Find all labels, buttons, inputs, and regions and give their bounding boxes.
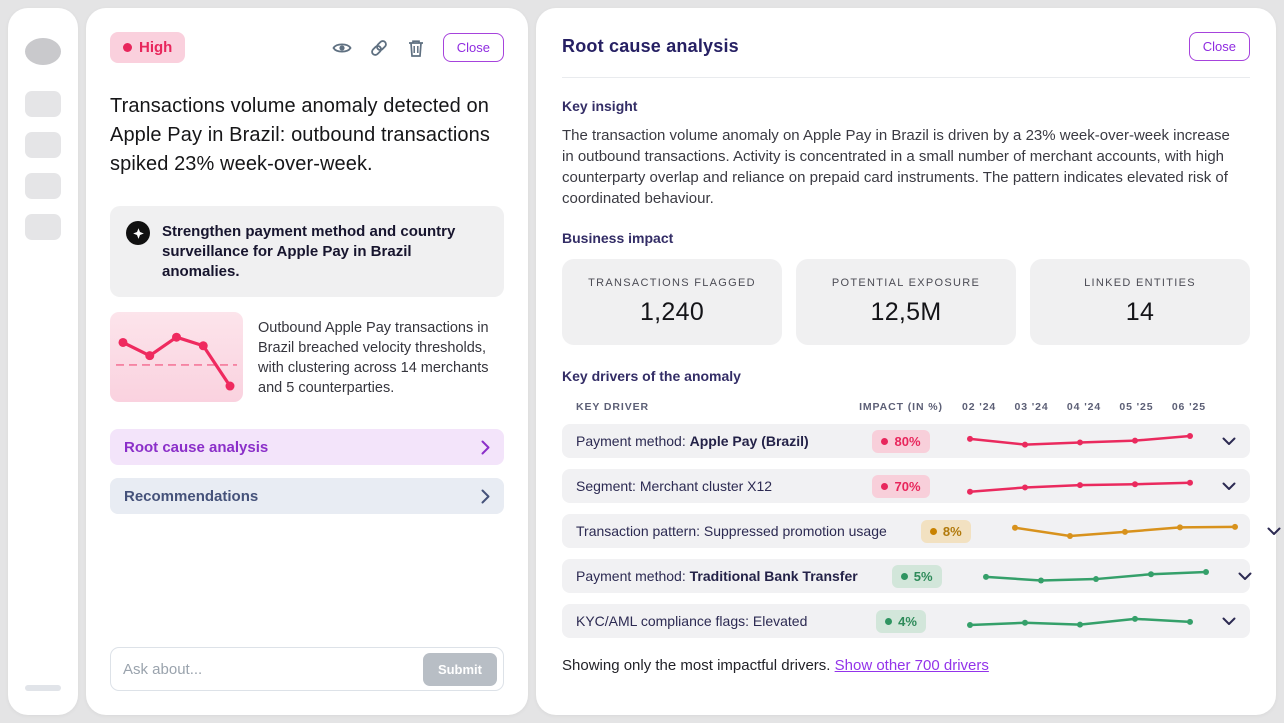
impact-value: 80%: [894, 433, 921, 449]
stat-value: 1,240: [639, 298, 705, 326]
impact-value: 5%: [913, 568, 933, 584]
ask-input[interactable]: [123, 660, 423, 678]
period-label: 05 '25: [1119, 401, 1154, 413]
impact-dot-icon: [881, 482, 889, 490]
period-label: 04 '24: [1066, 401, 1102, 413]
stat-card-linked-entities: LINKED ENTITIES 14: [1030, 259, 1250, 345]
driver-label: Segment: Merchant cluster X12: [576, 478, 773, 494]
period-label: 06 '25: [1171, 401, 1206, 413]
impact-badge: 80%: [872, 429, 930, 453]
driver-row-traditional-bank-transfer[interactable]: Payment method: Traditional Bank Transfe…: [562, 559, 1252, 593]
key-drivers-heading: Key drivers of the anomaly: [562, 368, 741, 384]
header-divider: [562, 77, 1250, 78]
alert-title: Transactions volume anomaly detected on …: [110, 95, 490, 175]
recommendation-text: Strengthen payment method and country su…: [162, 223, 456, 280]
anomaly-summary-text: Outbound Apple Pay transactions in Brazi…: [258, 320, 489, 396]
stat-value: 12,5M: [870, 298, 942, 326]
key-insight-heading: Key insight: [562, 98, 638, 114]
impact-badge: 8%: [920, 519, 971, 543]
period-label: 02 '24: [962, 401, 997, 413]
root-cause-panel: Root cause analysis Close Key insight Th…: [536, 8, 1281, 715]
sparkle-icon: [126, 221, 150, 245]
stat-card-transactions-flagged: TRANSACTIONS FLAGGED 1,240: [562, 259, 782, 345]
driver-label: Payment method: Apple Pay (Brazil): [576, 433, 809, 449]
impact-badge: 70%: [872, 474, 930, 498]
sidebar-footer-indicator: [25, 685, 61, 691]
chevron-down-icon[interactable]: [1267, 527, 1281, 536]
panel-title: Root cause analysis: [562, 36, 739, 56]
driver-row-suppressed-promotion[interactable]: Transaction pattern: Suppressed promotio…: [562, 514, 1281, 548]
col-impact: IMPACT (IN %): [859, 401, 943, 413]
link-icon[interactable]: [369, 38, 389, 58]
chevron-right-icon: [481, 440, 490, 454]
driver-trend-sparkline: [967, 432, 1193, 448]
impact-value: 4%: [898, 613, 917, 629]
view-eye-icon[interactable]: [332, 38, 352, 58]
anomaly-thumbnail-chart: [110, 312, 243, 402]
driver-row-kyc-aml-flags[interactable]: KYC/AML compliance flags: Elevated 4%: [562, 604, 1250, 638]
impact-value: 70%: [894, 478, 921, 494]
impact-badge: 4%: [876, 609, 926, 633]
recommendation-card: Strengthen payment method and country su…: [110, 206, 504, 297]
nav-recommendations[interactable]: Recommendations: [110, 478, 504, 514]
nav-root-cause-label: Root cause analysis: [124, 438, 269, 456]
chevron-right-icon: [481, 489, 490, 503]
ask-input-container: Submit: [110, 647, 504, 691]
panel-close-button[interactable]: Close: [1188, 32, 1250, 61]
impact-dot-icon: [929, 527, 937, 535]
alert-close-button[interactable]: Close: [442, 33, 504, 62]
impact-badge: 5%: [891, 564, 942, 588]
stat-card-potential-exposure: POTENTIAL EXPOSURE 12,5M: [796, 259, 1016, 345]
chevron-down-icon[interactable]: [1222, 617, 1236, 626]
drivers-table-header: KEY DRIVER IMPACT (IN %) 02 '24 03 '24 0…: [562, 401, 1250, 413]
severity-badge: High: [110, 32, 186, 63]
footer-text: Showing only the most impactful drivers.: [562, 657, 835, 674]
panel-header: Root cause analysis Close: [562, 32, 1250, 61]
driver-label: KYC/AML compliance flags: Elevated: [576, 613, 808, 629]
chevron-down-icon[interactable]: [1222, 437, 1236, 446]
driver-label: Transaction pattern: Suppressed promotio…: [576, 523, 887, 539]
alert-panel: High Close Transactions volume anomaly d…: [86, 8, 528, 715]
driver-trend-sparkline: [967, 479, 1193, 495]
col-periods: 02 '24 03 '24 04 '24 05 '25 06 '25: [960, 401, 1208, 413]
chevron-down-icon[interactable]: [1238, 572, 1252, 581]
chevron-down-icon[interactable]: [1222, 482, 1236, 491]
alert-header: High Close: [110, 32, 504, 63]
stat-label: LINKED ENTITIES: [1084, 277, 1196, 289]
impact-cards: TRANSACTIONS FLAGGED 1,240 POTENTIAL EXP…: [562, 259, 1250, 345]
sidebar-item-4[interactable]: [25, 214, 61, 240]
driver-trend-sparkline: [1011, 523, 1238, 540]
stat-value: 14: [1125, 298, 1155, 326]
driver-label: Payment method: Traditional Bank Transfe…: [576, 568, 858, 584]
show-other-drivers-link[interactable]: Show other 700 drivers: [834, 657, 989, 674]
impact-dot-icon: [885, 617, 893, 625]
avatar[interactable]: [25, 38, 61, 65]
driver-trend-sparkline: [967, 615, 1193, 628]
nav-recommendations-label: Recommendations: [124, 487, 259, 505]
drivers-footer: Showing only the most impactful drivers.…: [562, 657, 1250, 674]
anomaly-summary-block: Outbound Apple Pay transactions in Brazi…: [110, 312, 504, 402]
impact-dot-icon: [881, 437, 889, 445]
col-key-driver: KEY DRIVER: [576, 401, 649, 413]
stat-label: TRANSACTIONS FLAGGED: [588, 277, 756, 289]
business-impact-heading: Business impact: [562, 230, 674, 246]
trash-icon[interactable]: [406, 38, 426, 58]
submit-button[interactable]: Submit: [422, 652, 497, 686]
severity-label: High: [139, 39, 173, 56]
key-insight-body: The transaction volume anomaly on Apple …: [562, 127, 1230, 207]
driver-row-merchant-cluster-x12[interactable]: Segment: Merchant cluster X12 70%: [562, 469, 1250, 503]
impact-dot-icon: [900, 572, 908, 580]
severity-dot-icon: [123, 43, 132, 52]
driver-trend-sparkline: [982, 569, 1209, 584]
nav-root-cause-analysis[interactable]: Root cause analysis: [110, 429, 504, 465]
sidebar-item-3[interactable]: [25, 173, 61, 199]
stat-label: POTENTIAL EXPOSURE: [831, 277, 981, 289]
sidebar-item-2[interactable]: [25, 132, 61, 158]
sidebar-item-1[interactable]: [25, 91, 61, 117]
driver-row-apple-pay-brazil[interactable]: Payment method: Apple Pay (Brazil) 80%: [562, 424, 1250, 458]
impact-value: 8%: [942, 523, 962, 539]
period-label: 03 '24: [1014, 401, 1049, 413]
app-sidebar: [8, 8, 78, 715]
